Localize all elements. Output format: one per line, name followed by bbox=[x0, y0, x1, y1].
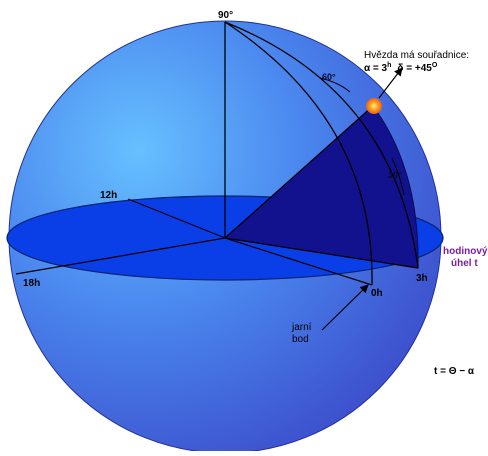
hour-angle-label-line1: hodinový bbox=[443, 246, 488, 257]
vernal-meridian-arc bbox=[224, 21, 373, 286]
line-to-3h bbox=[224, 237, 419, 269]
label-3h: 3h bbox=[416, 273, 428, 284]
label-angle-30: 30° bbox=[388, 170, 402, 180]
vernal-point-arrow bbox=[321, 284, 369, 331]
label-angle-60: 60° bbox=[322, 72, 336, 82]
line-to-0h bbox=[224, 237, 373, 286]
line-to-star bbox=[224, 105, 374, 239]
angle-60-arc bbox=[319, 77, 351, 93]
star-note-coords: α = 3h δ = +45O bbox=[364, 62, 438, 74]
hour-angle-label-line2: úhel t bbox=[451, 258, 478, 269]
star-marker bbox=[366, 98, 382, 114]
angle-30-arc bbox=[391, 157, 405, 196]
label-12h: 12h bbox=[100, 190, 117, 201]
line-to-18h bbox=[15, 237, 226, 275]
hour-angle-wedge bbox=[223, 105, 419, 269]
vernal-point-label-line2: bod bbox=[292, 334, 309, 345]
label-pole: 90° bbox=[218, 10, 233, 21]
star-note-title: Hvězda má souřadnice: bbox=[364, 50, 469, 61]
vernal-point-label-line1: jarní bbox=[291, 322, 312, 333]
star-pointer-arrow bbox=[378, 67, 403, 99]
hour-angle-formula: t = Θ − α bbox=[434, 366, 475, 377]
label-0h: 0h bbox=[371, 288, 383, 299]
line-to-12h bbox=[127, 198, 226, 239]
star-meridian-arc bbox=[224, 21, 419, 269]
label-18h: 18h bbox=[23, 278, 40, 289]
